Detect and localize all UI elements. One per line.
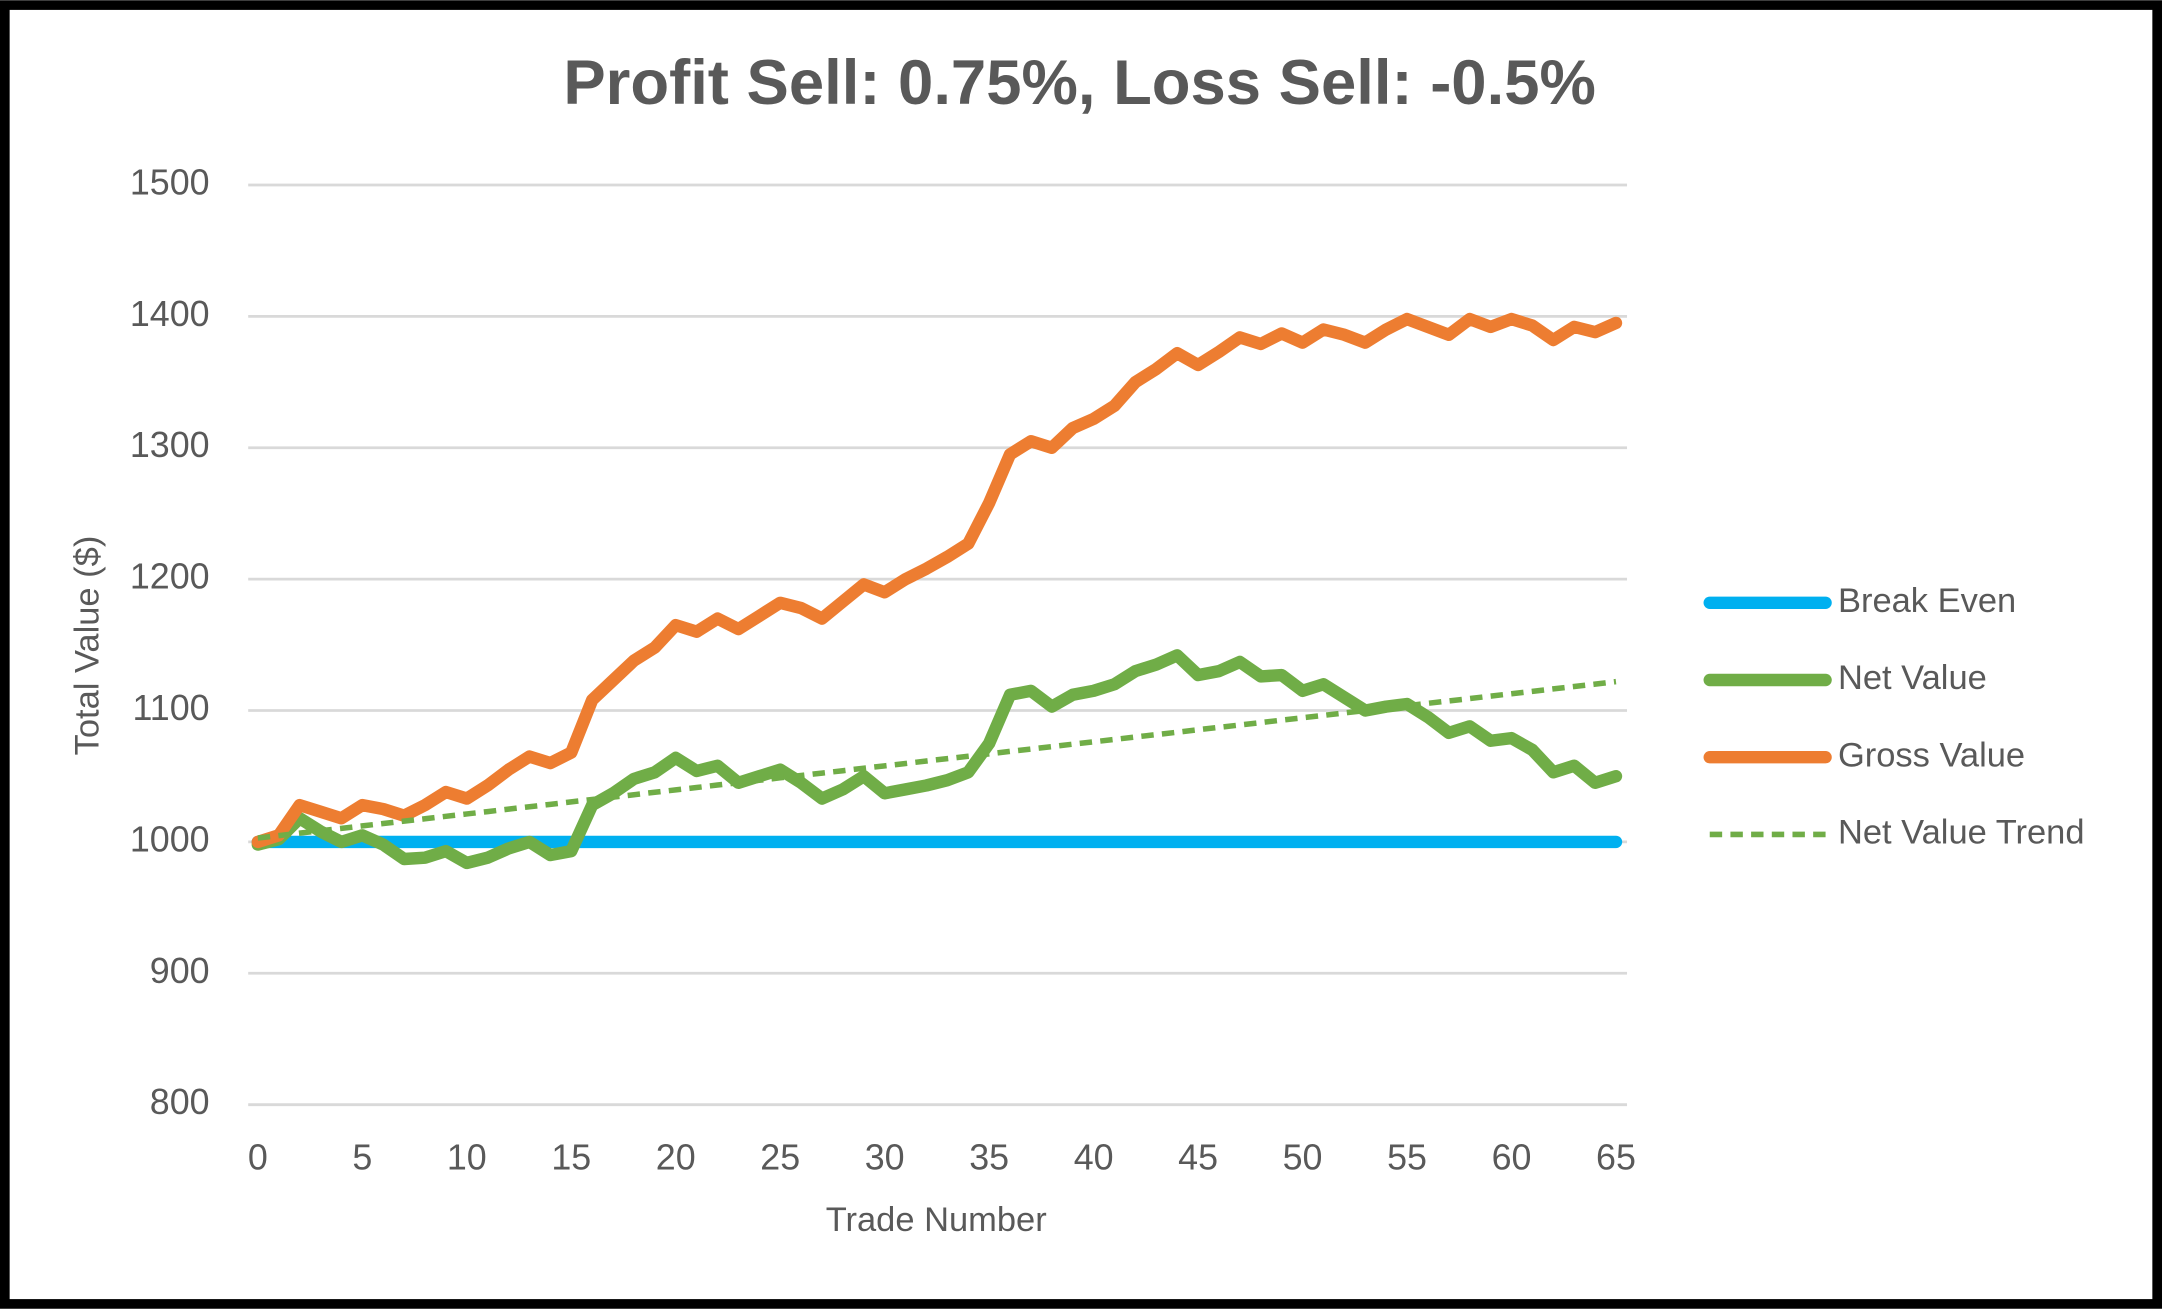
legend-label: Net Value	[1838, 659, 1987, 697]
x-tick-label: 65	[1596, 1137, 1636, 1177]
series-line	[257, 678, 1617, 841]
x-tick-label: 30	[865, 1137, 905, 1177]
x-tick-label: 15	[551, 1137, 591, 1177]
x-axis-title: Trade Number	[826, 1201, 1047, 1239]
x-tick-label: 40	[1074, 1137, 1114, 1177]
y-tick-label: 1500	[130, 162, 210, 202]
x-tick-label: 35	[969, 1137, 1009, 1177]
x-tick-label: 10	[447, 1137, 487, 1177]
x-tick-label: 45	[1178, 1137, 1218, 1177]
y-tick-label: 1400	[130, 294, 210, 334]
x-tick-label: 50	[1283, 1137, 1323, 1177]
x-tick-label: 55	[1387, 1137, 1427, 1177]
x-tick-label: 60	[1492, 1137, 1532, 1177]
y-tick-label: 1000	[130, 819, 210, 859]
x-tick-label: 0	[248, 1137, 268, 1177]
y-tick-label: 1100	[133, 688, 210, 728]
y-tick-label: 800	[150, 1082, 210, 1122]
y-tick-label: 1200	[130, 557, 210, 597]
x-tick-label: 25	[760, 1137, 800, 1177]
x-tick-label: 20	[656, 1137, 696, 1177]
legend-label: Break Even	[1838, 582, 2016, 620]
y-tick-label: 1300	[130, 425, 210, 465]
legend-label: Gross Value	[1838, 736, 2025, 774]
legend-label: Net Value Trend	[1838, 814, 2085, 852]
y-axis-title: Total Value ($)	[69, 536, 107, 756]
series-line	[251, 312, 1623, 849]
x-tick-label: 5	[352, 1137, 372, 1177]
chart-title: Profit Sell: 0.75%, Loss Sell: -0.5%	[563, 48, 1595, 118]
y-tick-label: 900	[150, 951, 210, 991]
